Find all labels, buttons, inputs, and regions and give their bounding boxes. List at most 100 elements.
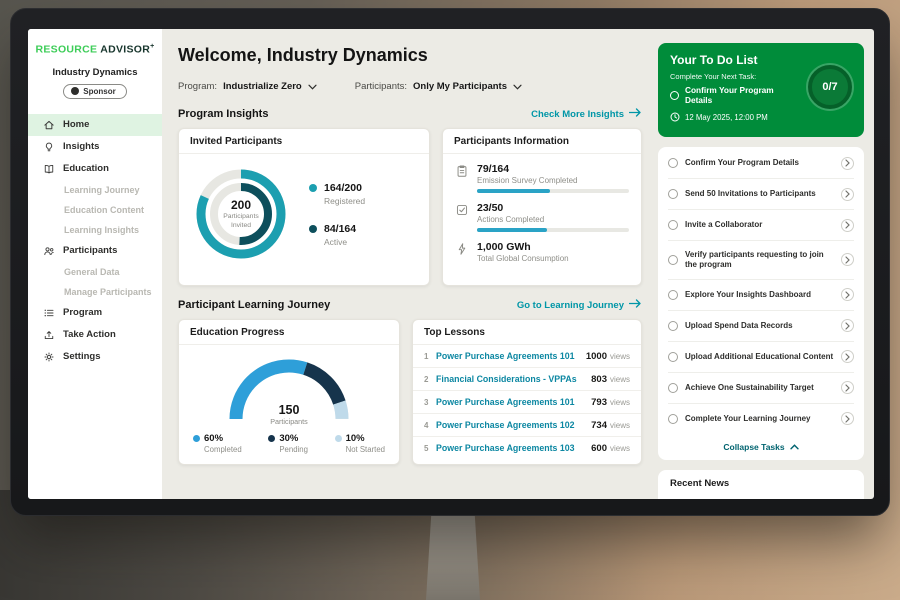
clock-icon [670, 112, 680, 124]
monitor-stand [426, 512, 480, 600]
stat-actions-completed: 23/50 Actions Completed [455, 202, 629, 232]
lesson-row: 3 Power Purchase Agreements 101 793 views [413, 391, 641, 414]
program-filter-dropdown[interactable]: Program: Industrialize Zero [178, 77, 317, 95]
task-checkbox[interactable] [668, 382, 678, 393]
education-progress-card: Education Progress 150 Participants [178, 319, 400, 465]
task-checkbox[interactable] [668, 320, 678, 331]
task-checkbox[interactable] [668, 289, 678, 300]
arrow-right-icon [628, 108, 642, 120]
main-content: Welcome, Industry Dynamics Program: Indu… [162, 29, 654, 499]
sidebar-item-general-data[interactable]: General Data [64, 266, 120, 277]
gauge-legend: 60% Completed 30% Pending 10% Not Starte… [179, 425, 399, 454]
sidebar-item-participants[interactable]: Participants [28, 240, 162, 262]
sidebar-item-insights[interactable]: Insights [28, 136, 162, 158]
collapse-tasks-button[interactable]: Collapse Tasks [668, 434, 854, 457]
task-row[interactable]: Invite a Collaborator [668, 210, 854, 241]
task-checkbox[interactable] [668, 413, 678, 424]
sidebar-item-education[interactable]: Education [28, 158, 162, 180]
legend-item-completed: 60% Completed [193, 433, 242, 454]
sidebar-item-program[interactable]: Program [28, 302, 162, 324]
recent-news-title: Recent News [670, 477, 730, 489]
sidebar-item-learning-insights[interactable]: Learning Insights [64, 224, 140, 235]
lesson-link[interactable]: Power Purchase Agreements 101 [436, 351, 575, 361]
donut-center-value: 200 [230, 198, 252, 213]
sidebar-item-education-content[interactable]: Education Content [64, 204, 144, 215]
task-row[interactable]: Upload Additional Educational Content [668, 342, 854, 373]
stat-global-consumption: 1,000 GWh Total Global Consumption [455, 241, 629, 263]
participants-filter-dropdown[interactable]: Participants: Only My Participants [355, 77, 522, 95]
app-logo: RESOURCE ADVISOR+ [35, 43, 155, 56]
chevron-down-icon [308, 77, 317, 95]
task-checkbox[interactable] [668, 158, 678, 168]
legend-item-active: 84/164 Active [309, 223, 365, 247]
task-row[interactable]: Complete Your Learning Journey [668, 404, 854, 434]
progress-bar [477, 228, 629, 232]
chevron-right-icon[interactable] [841, 187, 854, 201]
todo-title: Your To Do List [670, 53, 758, 67]
check-more-insights-link[interactable]: Check More Insights [531, 108, 642, 120]
monitor-bezel: RESOURCE ADVISOR+ Industry Dynamics Spon… [10, 8, 890, 516]
task-row[interactable]: Explore Your Insights Dashboard [668, 280, 854, 311]
lesson-row: 2 Financial Considerations - VPPAs 803 vi… [413, 368, 641, 391]
todo-progress-ring: 0/7 [808, 65, 852, 109]
home-icon [43, 119, 55, 131]
lesson-row: 5 Power Purchase Agreements 103 600 views [424, 442, 630, 454]
sponsor-icon [71, 87, 80, 95]
sponsor-badge: Sponsor [63, 83, 127, 99]
learning-journey-header: Participant Learning Journey Go to Learn… [178, 299, 642, 311]
legend-dot [268, 435, 276, 442]
org-name: Industry Dynamics [52, 66, 138, 78]
sidebar-nav: Home Insights Education Learning Journey… [28, 113, 162, 368]
participants-information-card: Participants Information 79/164 Emission… [442, 128, 642, 286]
chevron-right-icon[interactable] [841, 253, 854, 267]
list-icon [43, 307, 55, 319]
lesson-link[interactable]: Financial Considerations - VPPAs [436, 374, 577, 384]
task-row[interactable]: Upload Spend Data Records [668, 311, 854, 342]
upload-arrow-icon [43, 329, 55, 341]
chevron-right-icon[interactable] [841, 319, 854, 333]
chevron-right-icon[interactable] [841, 412, 854, 426]
todo-next-checkbox[interactable] [670, 91, 679, 101]
task-checkbox[interactable] [668, 351, 678, 362]
legend-dot [193, 435, 200, 442]
task-row[interactable]: Send 50 Invitations to Participants [668, 179, 854, 210]
task-checkbox[interactable] [668, 189, 678, 199]
lesson-row: 1 Power Purchase Agreements 101 1000 view… [413, 345, 641, 368]
lesson-link[interactable]: Power Purchase Agreements 103 [436, 443, 575, 453]
filters-row: Program: Industrialize Zero Participants… [178, 77, 642, 95]
go-to-learning-journey-link[interactable]: Go to Learning Journey [517, 299, 642, 311]
chevron-right-icon[interactable] [841, 381, 854, 395]
gauge-center-label: Participants [270, 417, 308, 426]
sidebar-item-learning-journey[interactable]: Learning Journey [64, 184, 140, 195]
legend-dot [309, 183, 317, 192]
gear-icon [43, 351, 55, 363]
chevron-right-icon[interactable] [841, 156, 854, 170]
sidebar-item-take-action[interactable]: Take Action [28, 324, 162, 346]
lesson-link[interactable]: Power Purchase Agreements 101 [436, 397, 575, 407]
task-checkbox[interactable] [668, 220, 678, 230]
stat-emission-survey: 79/164 Emission Survey Completed [455, 163, 629, 193]
recent-news-card: Recent News [658, 469, 864, 499]
todo-task-list: Confirm Your Program Details Send 50 Inv… [658, 147, 864, 460]
lesson-row: 4 Power Purchase Agreements 102 734 views [413, 414, 641, 437]
lesson-link[interactable]: Power Purchase Agreements 102 [436, 420, 575, 430]
survey-icon [455, 164, 469, 178]
chevron-right-icon[interactable] [841, 350, 854, 364]
sidebar-item-settings[interactable]: Settings [28, 346, 162, 368]
sidebar: RESOURCE ADVISOR+ Industry Dynamics Spon… [28, 29, 162, 499]
task-row[interactable]: Achieve One Sustainability Target [668, 373, 854, 404]
sidebar-item-home[interactable]: Home [28, 113, 162, 136]
invited-participants-donut-chart: 200 Participants Invited [191, 164, 291, 264]
chevron-right-icon[interactable] [841, 288, 854, 302]
sidebar-item-manage-participants[interactable]: Manage Participants [64, 286, 152, 297]
task-row[interactable]: Verify participants requesting to join t… [668, 241, 854, 280]
task-checkbox[interactable] [668, 254, 678, 265]
education-progress-gauge-chart: 150 Participants [224, 351, 354, 426]
people-icon [43, 245, 55, 257]
gauge-center-value: 150 [278, 403, 300, 417]
chevron-up-icon [789, 442, 799, 452]
chevron-right-icon[interactable] [841, 218, 854, 232]
book-icon [43, 163, 55, 175]
task-row[interactable]: Confirm Your Program Details [668, 148, 854, 179]
